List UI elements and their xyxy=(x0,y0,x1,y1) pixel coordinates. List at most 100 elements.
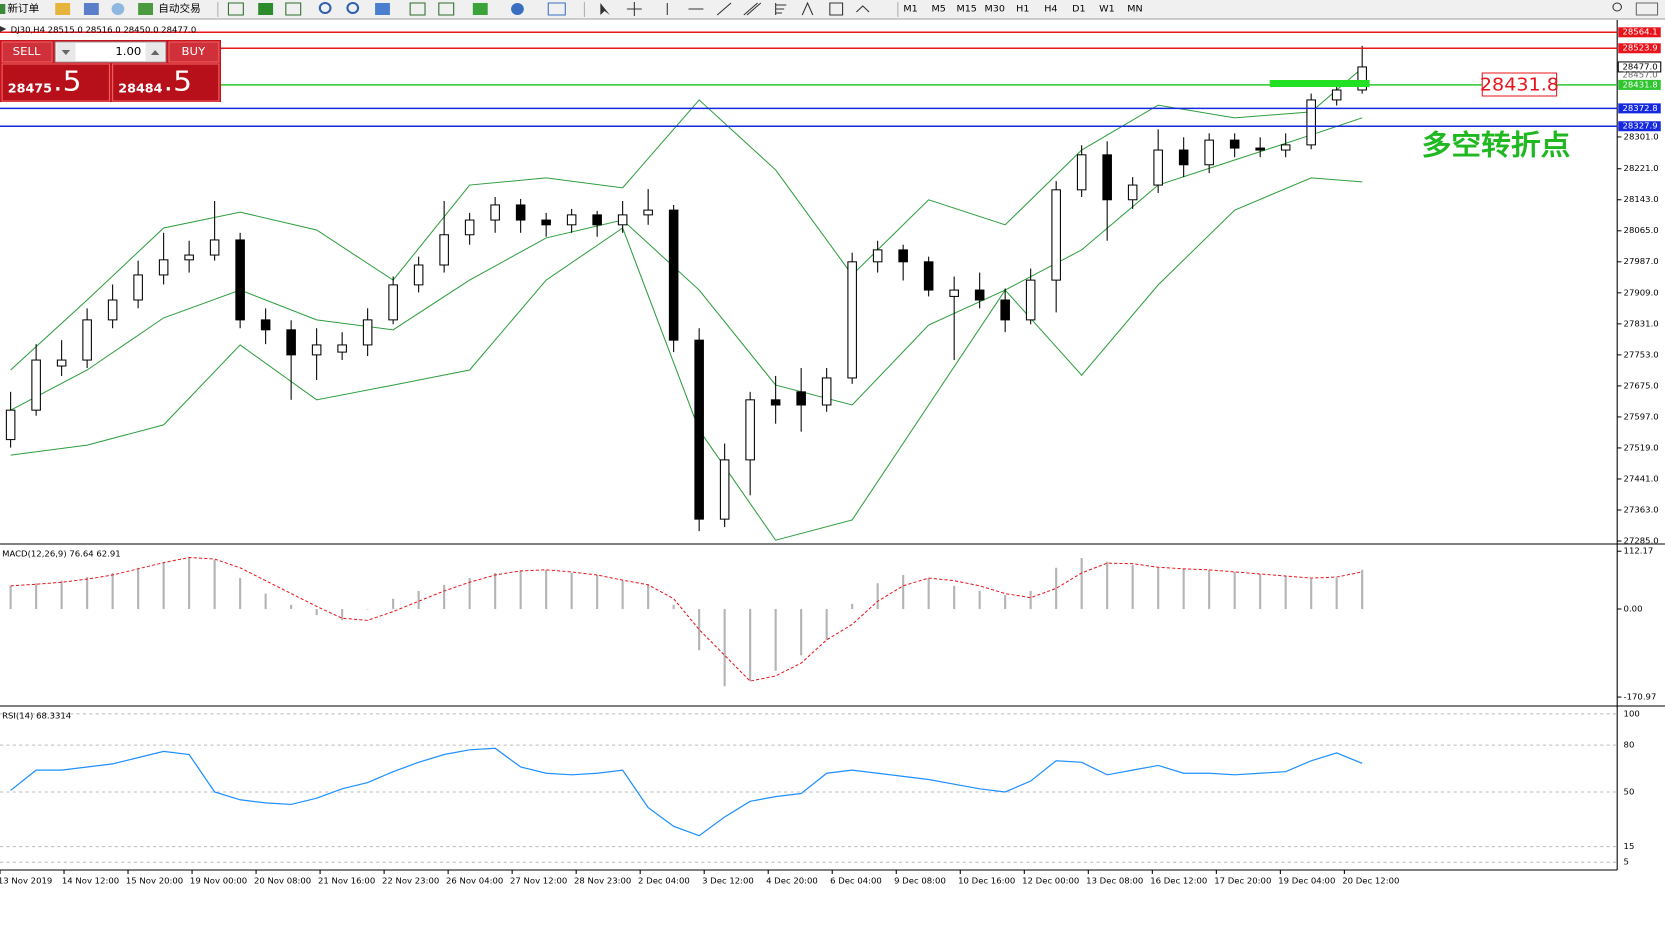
candle-body xyxy=(974,289,985,301)
x-tick-label: 26 Nov 04:00 xyxy=(446,876,503,886)
macd-bar xyxy=(545,569,548,609)
x-tick-label: 16 Dec 12:00 xyxy=(1150,876,1207,886)
macd-bar xyxy=(1055,567,1058,609)
price-label: 28477.0 xyxy=(1622,62,1657,72)
icon[interactable] xyxy=(829,2,844,16)
buy-label[interactable]: BUY xyxy=(182,44,206,58)
macd-label: MACD(12,26,9) 76.64 62.91 xyxy=(2,549,121,559)
macd-bar xyxy=(60,580,63,609)
period-button[interactable]: M5 xyxy=(931,4,945,15)
y-tick-label: 112.17 xyxy=(1624,546,1654,556)
period-button[interactable]: M1 xyxy=(903,4,917,15)
icon[interactable] xyxy=(511,3,524,15)
x-tick-label: 13 Dec 08:00 xyxy=(1086,876,1143,886)
x-tick-label: 21 Nov 16:00 xyxy=(318,876,375,886)
icon[interactable] xyxy=(83,3,99,15)
macd-bar xyxy=(927,578,930,609)
icon[interactable] xyxy=(600,3,610,15)
icon[interactable] xyxy=(318,2,332,14)
x-tick-label: 28 Nov 23:00 xyxy=(574,876,631,886)
candle-body xyxy=(337,344,347,353)
sell-price-main[interactable]: 28475 xyxy=(8,82,52,96)
volume-input[interactable] xyxy=(54,41,167,63)
x-tick-label: 27 Nov 12:00 xyxy=(510,876,567,886)
candle-body xyxy=(1357,66,1367,91)
icon[interactable] xyxy=(775,3,787,15)
candle-body xyxy=(1255,147,1265,151)
sell-price-frac[interactable]: .5 xyxy=(53,65,81,98)
icon[interactable] xyxy=(375,3,390,15)
icon[interactable] xyxy=(438,2,455,16)
y-tick-label: 27987.0 xyxy=(1624,256,1659,266)
icon[interactable] xyxy=(111,3,125,15)
macd-bar xyxy=(1080,558,1083,609)
sell-label[interactable]: SELL xyxy=(13,44,41,58)
period-button[interactable]: M15 xyxy=(957,4,977,15)
period-button[interactable]: H1 xyxy=(1016,4,1029,15)
macd-bar xyxy=(647,584,650,609)
buy-price-main[interactable]: 28484 xyxy=(118,82,163,96)
search-icon[interactable] xyxy=(1612,2,1622,12)
icon[interactable] xyxy=(346,2,360,14)
candle-body xyxy=(1127,184,1138,201)
y-tick-label: 27831.0 xyxy=(1624,319,1659,329)
macd-bar xyxy=(749,608,752,682)
x-tick-label: 10 Dec 16:00 xyxy=(958,876,1015,886)
macd-bar xyxy=(290,604,293,609)
sell-button[interactable] xyxy=(1,41,53,63)
candle-body xyxy=(694,339,704,520)
icon[interactable] xyxy=(285,2,302,16)
rsi-line xyxy=(10,747,1363,837)
auto-trading-button[interactable]: 自动交易 xyxy=(158,2,200,15)
period-button[interactable]: MN xyxy=(1127,4,1142,15)
buy-price-box[interactable] xyxy=(112,63,220,102)
price-level-label: 28372.8 xyxy=(1622,103,1657,113)
macd-bar xyxy=(443,584,446,609)
buy-button[interactable] xyxy=(168,41,220,63)
y-tick-label: 28065.0 xyxy=(1624,225,1659,235)
candle-body xyxy=(388,284,398,321)
macd-bar xyxy=(1208,569,1211,609)
x-tick-label: 3 Dec 12:00 xyxy=(702,876,754,886)
macd-bar xyxy=(1310,579,1313,609)
period-button[interactable]: H4 xyxy=(1044,4,1057,15)
icon[interactable] xyxy=(138,3,154,15)
period-button[interactable]: M30 xyxy=(985,4,1005,15)
icon[interactable] xyxy=(626,2,642,16)
period-button[interactable]: W1 xyxy=(1099,4,1115,15)
icon[interactable] xyxy=(227,2,244,16)
rsi-panel: 100 80 50 15 5 xyxy=(0,709,1640,867)
price-label: 28457.0 xyxy=(1622,70,1657,80)
y-tick-label: 5 xyxy=(1624,857,1629,867)
icon[interactable] xyxy=(716,2,732,16)
candle-body xyxy=(1229,139,1240,149)
icon[interactable] xyxy=(409,2,426,16)
volume-value[interactable]: 1.00 xyxy=(115,44,141,58)
macd-bar xyxy=(1335,578,1338,609)
price-level-tag xyxy=(1618,43,1661,54)
icon[interactable] xyxy=(801,1,814,16)
macd-bar xyxy=(1233,571,1236,609)
period-button[interactable]: D1 xyxy=(1072,4,1086,15)
chat-icon[interactable] xyxy=(1635,2,1659,16)
macd-bar xyxy=(953,585,956,609)
candle-body xyxy=(1306,99,1316,146)
chart-header: DJ30,H4 28515.0 28516.0 28450.0 28477.0 xyxy=(11,25,197,35)
buy-price-frac[interactable]: .5 xyxy=(164,65,192,98)
icon[interactable] xyxy=(547,2,566,16)
icon[interactable] xyxy=(743,2,762,16)
macd-bar xyxy=(111,572,114,609)
icon[interactable] xyxy=(258,3,274,15)
icon[interactable] xyxy=(55,3,71,15)
new-order-button[interactable]: 新订单 xyxy=(7,2,39,15)
macd-bar xyxy=(1284,576,1287,609)
macd-bar xyxy=(800,608,803,656)
candle-body xyxy=(133,274,143,301)
candle-body xyxy=(260,319,271,331)
candle-body xyxy=(413,264,424,286)
icon[interactable] xyxy=(472,3,488,15)
sell-price-box[interactable] xyxy=(1,63,110,102)
icon[interactable] xyxy=(856,5,870,13)
y-tick-label: 28221.0 xyxy=(1624,163,1659,173)
candle-body xyxy=(1025,279,1036,321)
